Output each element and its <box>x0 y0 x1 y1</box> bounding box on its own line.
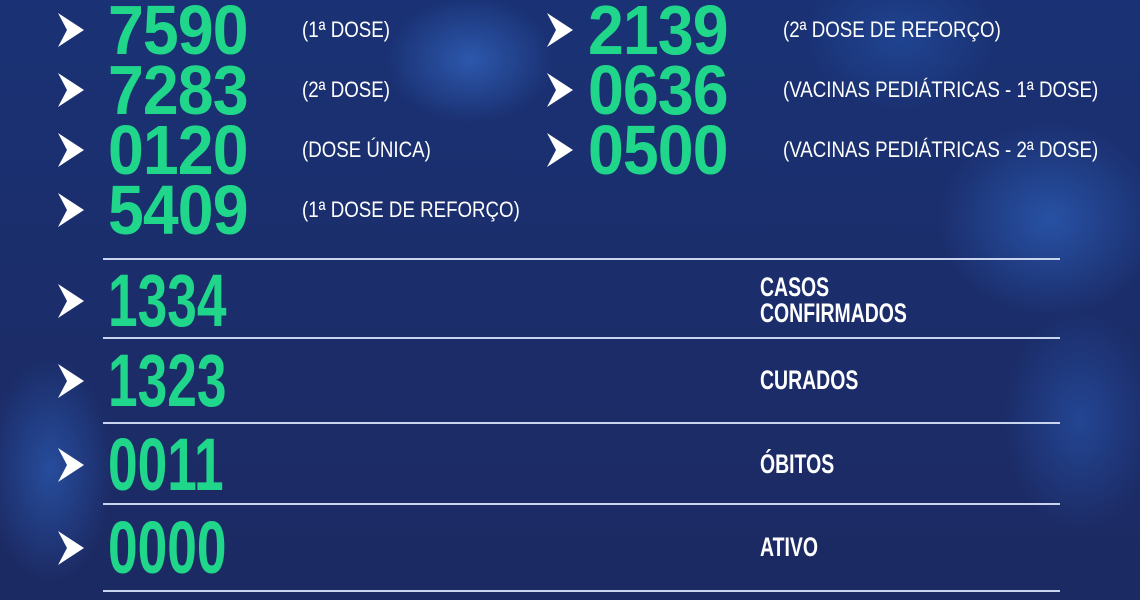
chevron-right-icon <box>58 73 84 107</box>
divider <box>103 337 1060 339</box>
case-count: 1334 <box>108 259 227 342</box>
vaccine-label: (2ª DOSE) <box>302 77 390 102</box>
chevron-right-icon <box>58 193 84 227</box>
vaccine-count: 0636 <box>588 51 729 129</box>
case-label: ÓBITOS <box>760 449 835 479</box>
case-count: 1323 <box>108 339 227 422</box>
chevron-right-icon <box>58 364 84 398</box>
divider <box>103 258 1060 260</box>
case-label: CURADOS <box>760 365 859 395</box>
divider <box>103 422 1060 424</box>
vaccine-count: 2139 <box>588 0 729 69</box>
vaccine-label: (VACINAS PEDIÁTRICAS - 1ª DOSE) <box>783 77 1099 102</box>
vaccine-label: (VACINAS PEDIÁTRICAS - 2ª DOSE) <box>783 137 1099 162</box>
vaccine-label: (1ª DOSE DE REFORÇO) <box>302 197 520 222</box>
vaccine-label: (2ª DOSE DE REFORÇO) <box>783 17 1001 42</box>
chevron-right-icon <box>58 448 84 482</box>
chevron-right-icon <box>58 284 84 318</box>
chevron-right-icon <box>547 73 573 107</box>
case-label: CONFIRMADOS <box>760 298 907 328</box>
vaccine-count: 7283 <box>108 51 249 129</box>
chevron-right-icon <box>58 13 84 47</box>
chevron-right-icon <box>547 13 573 47</box>
chevron-right-icon <box>58 133 84 167</box>
case-label: ATIVO <box>760 532 818 562</box>
case-count: 0011 <box>108 423 224 506</box>
divider <box>103 503 1060 505</box>
vaccine-count: 0500 <box>588 111 729 189</box>
case-label: CASOS <box>760 272 830 302</box>
chevron-right-icon <box>58 531 84 565</box>
vaccine-count: 0120 <box>108 111 249 189</box>
chevron-right-icon <box>547 133 573 167</box>
case-count: 0000 <box>108 506 227 589</box>
vaccine-label: (1ª DOSE) <box>302 17 390 42</box>
vaccine-count: 5409 <box>108 171 249 249</box>
divider <box>103 590 1060 592</box>
vaccine-label: (DOSE ÚNICA) <box>302 137 431 162</box>
vaccine-count: 7590 <box>108 0 249 69</box>
